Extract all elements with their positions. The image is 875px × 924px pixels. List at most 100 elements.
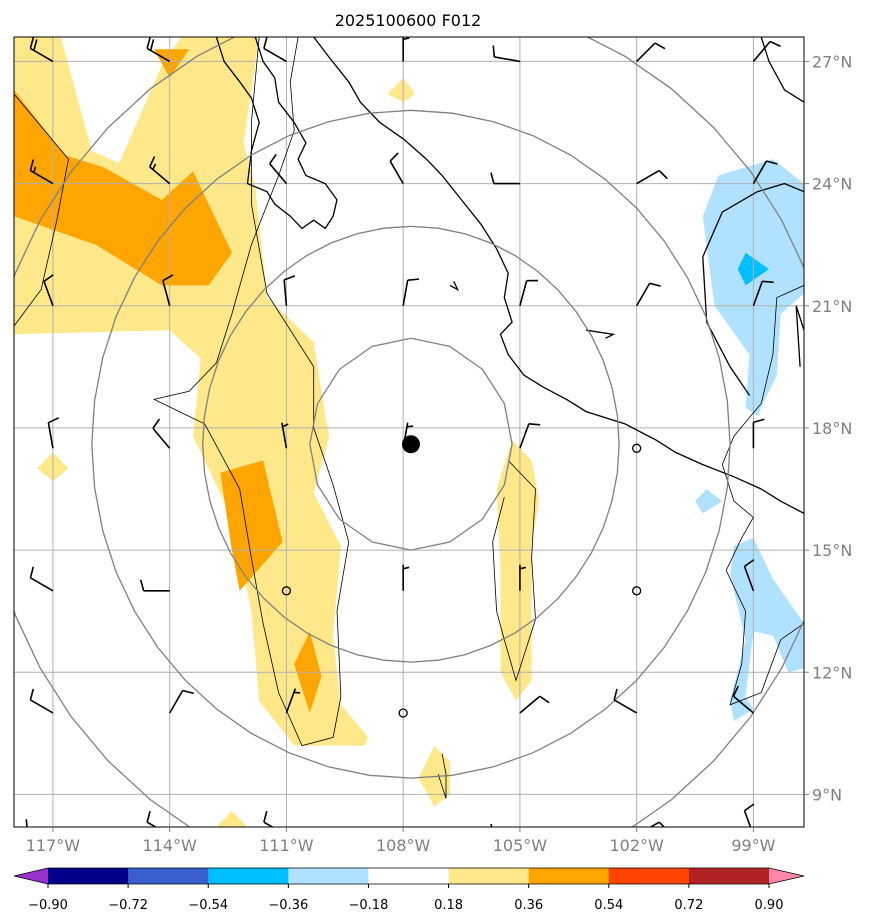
y-axis-ticks: 9°N 12°N 15°N 18°N 21°N 24°N 27°N — [804, 52, 852, 804]
colorbar-max-extend — [769, 868, 804, 884]
barb-flag — [528, 423, 541, 426]
colorbar-segment — [688, 868, 770, 884]
barb-shaft — [146, 47, 171, 63]
barb-shaft — [27, 831, 53, 836]
barb-shaft — [635, 282, 651, 307]
colorbar-segment — [368, 868, 450, 884]
x-axis-ticks: 117°W 114°W 111°W 108°W 105°W 102°W 99°W — [26, 827, 776, 855]
barb-shaft — [752, 281, 764, 307]
x-tick-label: 102°W — [609, 836, 664, 855]
shaded-region — [14, 89, 232, 286]
x-tick-label: 105°W — [493, 836, 548, 855]
barb-flag — [753, 418, 765, 424]
wind-barbs-layer — [25, 37, 781, 836]
barb-shaft — [743, 566, 755, 592]
wind-barb — [636, 42, 666, 62]
calm-circle — [281, 586, 292, 596]
barb-shaft — [732, 695, 754, 714]
wind-barb — [281, 422, 289, 449]
coastline — [215, 37, 338, 230]
colorbar-label: 0.18 — [434, 898, 463, 913]
wind-barb — [632, 443, 642, 453]
barb-flag — [407, 278, 420, 281]
wind-barb — [492, 45, 521, 63]
wind-barb — [139, 579, 170, 592]
shaded-region — [695, 489, 723, 514]
wind-barb — [490, 172, 520, 185]
colorbar-segment — [608, 868, 690, 884]
barb-shaft — [263, 821, 274, 827]
barb-flag — [658, 821, 666, 827]
barb-shaft — [29, 577, 54, 592]
wind-barb — [519, 279, 539, 306]
barb-shaft — [269, 163, 288, 185]
wind-barb — [752, 160, 778, 184]
wind-barb — [146, 37, 171, 63]
barb-flag — [29, 688, 35, 701]
wind-barb — [29, 159, 54, 185]
barb-shaft — [29, 699, 54, 714]
barb-flag — [43, 274, 54, 282]
wind-barb — [743, 559, 755, 592]
wind-barb — [635, 282, 661, 307]
barb-flag — [149, 156, 156, 168]
barb-flag — [263, 37, 268, 49]
barb-flag — [490, 823, 493, 827]
colorbar-segment — [448, 868, 530, 884]
barb-shaft — [636, 169, 660, 185]
coastline — [760, 37, 804, 103]
colorbar-segment — [48, 868, 129, 884]
wind-barb — [649, 821, 666, 827]
barb-flag — [744, 803, 755, 812]
wind-barb — [632, 586, 642, 596]
x-tick-label: 99°W — [731, 836, 775, 855]
barb-shaft — [29, 47, 54, 63]
map-plot-area — [14, 37, 804, 836]
colorbar-label: 0.36 — [514, 898, 543, 913]
barb-flag — [149, 39, 155, 51]
shaded-region — [220, 460, 283, 591]
wind-barb — [402, 564, 410, 591]
wind-barb — [146, 810, 158, 827]
wind-barb — [168, 689, 194, 714]
barb-half-flag — [402, 37, 410, 41]
wind-barb — [402, 278, 420, 306]
storm-center-marker — [401, 435, 420, 454]
wind-barb — [25, 819, 53, 836]
contour-line — [152, 37, 350, 747]
wind-barb — [389, 152, 404, 184]
figure-title: 2025100600 F012 — [335, 11, 482, 30]
range-ring — [91, 109, 731, 779]
barb-shaft — [389, 160, 404, 184]
barb-shaft — [613, 699, 638, 714]
calm-circle — [398, 708, 408, 718]
barb-flag — [539, 695, 550, 704]
barb-flag — [48, 417, 60, 424]
barb-flag — [766, 160, 778, 165]
wind-barb — [152, 418, 171, 449]
contour-line — [721, 285, 804, 706]
barb-flag — [29, 566, 35, 579]
x-tick-label: 117°W — [26, 836, 81, 855]
barb-shaft — [162, 280, 171, 306]
coastline — [449, 281, 460, 291]
barb-shaft — [402, 280, 409, 306]
contour-line — [492, 460, 536, 682]
calm-circle — [632, 443, 642, 453]
y-tick-label: 12°N — [812, 663, 852, 682]
wind-barb — [285, 688, 301, 714]
barb-flag — [613, 688, 618, 701]
barb-flag — [162, 274, 174, 282]
barb-shaft — [494, 56, 521, 63]
colorbar-label: 0.54 — [594, 898, 623, 913]
wind-barb — [402, 37, 410, 62]
y-tick-label: 21°N — [812, 297, 852, 316]
colorbar-segment — [128, 868, 209, 884]
barb-flag — [139, 579, 145, 592]
barb-shaft — [43, 281, 54, 307]
wind-barb — [281, 586, 292, 596]
coastline — [702, 182, 804, 396]
barb-half-flag — [293, 691, 301, 694]
barb-shaft — [29, 169, 54, 185]
